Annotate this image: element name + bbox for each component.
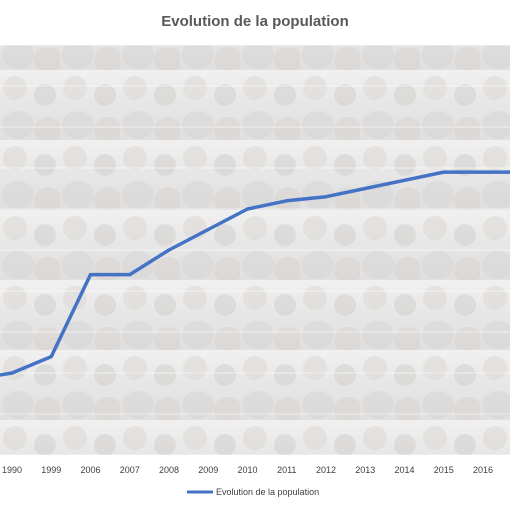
- x-tick-label: 2010: [237, 465, 257, 475]
- x-tick-label: 2007: [120, 465, 140, 475]
- gridlines: [0, 44, 510, 456]
- data-point-2016: [481, 170, 485, 174]
- data-point-2013: [363, 187, 367, 190]
- data-point-2010: [246, 207, 249, 211]
- x-tick-label: 1999: [41, 465, 61, 475]
- data-point-2014: [403, 178, 406, 182]
- data-point-2009: [206, 228, 210, 231]
- x-tick-label: 2012: [316, 465, 336, 475]
- data-point-2008: [167, 248, 171, 252]
- data-point-2015: [442, 170, 446, 174]
- x-tick-label: 1990: [2, 465, 22, 475]
- data-point-1999: [49, 355, 53, 359]
- x-tick-label: 2015: [434, 465, 454, 475]
- x-tick-label: 2011: [277, 465, 296, 475]
- data-point-2006: [89, 273, 92, 277]
- x-tick-label: 2014: [394, 465, 414, 475]
- legend: Evolution de la population: [187, 487, 319, 497]
- data-point-2011: [285, 199, 289, 203]
- x-tick-label: 2013: [355, 465, 375, 475]
- series-layer: [0, 170, 510, 377]
- legend-label: Evolution de la population: [216, 487, 319, 497]
- x-tick-label: 2016: [473, 465, 493, 475]
- data-point-2012: [324, 195, 328, 199]
- x-axis-tick-labels: 1990 1999 2006 2007 2008 2009 2010 2011 2012 2013…: [2, 465, 493, 475]
- x-tick-label: 2009: [198, 465, 218, 475]
- x-tick-label: 2008: [159, 465, 179, 475]
- chart-title: Evolution de la population: [161, 13, 349, 30]
- plot-area: [0, 44, 510, 456]
- data-point-2007: [128, 273, 132, 277]
- x-tick-label: 2006: [80, 465, 100, 475]
- data-point-1990: [10, 371, 14, 375]
